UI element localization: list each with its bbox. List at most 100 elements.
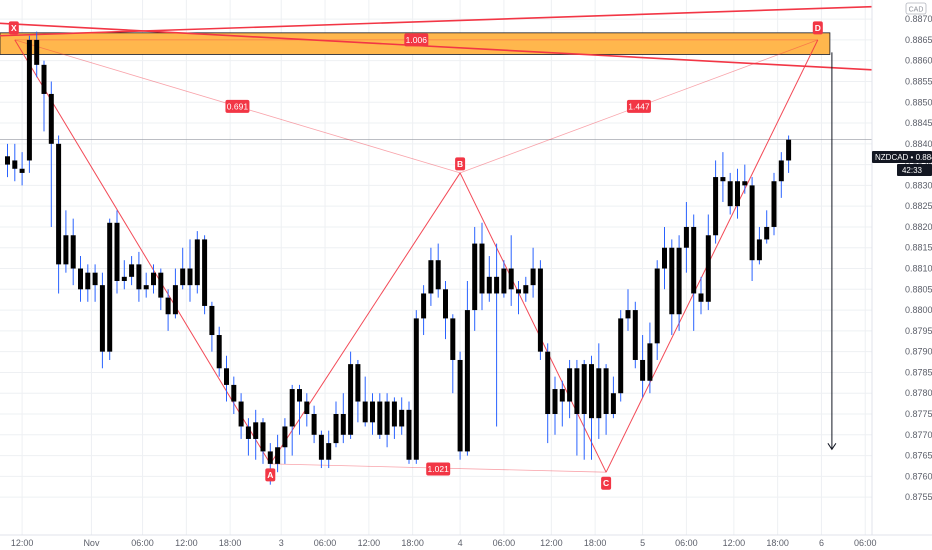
leg-ab (269, 172, 461, 465)
candle-body (494, 276, 500, 294)
candle-body (443, 289, 448, 319)
candle-body (669, 247, 675, 315)
candle-body (304, 401, 310, 415)
candle-body (581, 364, 587, 415)
time-tick-label: 18:00 (584, 538, 607, 548)
candle-body (472, 243, 478, 311)
leg-xa (14, 39, 271, 465)
candle-body (516, 289, 521, 294)
candle-body (56, 143, 62, 265)
candle-body (523, 285, 529, 294)
candle-body (384, 401, 390, 435)
candle-body (720, 177, 726, 182)
candle-body (194, 239, 200, 286)
currency-badge[interactable]: CAD (905, 2, 927, 15)
time-tick-label: 06:00 (854, 538, 877, 548)
candle-body (742, 181, 748, 186)
candle-body (567, 368, 573, 402)
candle-body (202, 239, 208, 306)
price-axis-bg (872, 0, 932, 550)
currency-badge-frame (905, 2, 927, 15)
candle-body (12, 160, 18, 169)
time-tick-label: 18:00 (219, 538, 242, 548)
ratio-bd-label: 1.447 (628, 101, 650, 111)
symbol-price-text: NZDCAD • 0.88410 (875, 153, 932, 162)
time-tick-label: 12:00 (11, 538, 34, 548)
candle-body (552, 389, 558, 415)
time-tick-label: 5 (640, 538, 645, 548)
candle-body (654, 268, 660, 344)
candle-body (78, 268, 83, 290)
candle-body (289, 389, 295, 427)
ratio-ac-label: 1.021 (428, 464, 450, 474)
point-c-label-bg (601, 476, 612, 490)
candle-body (705, 235, 711, 302)
candle-body (245, 426, 251, 439)
candle-body (618, 318, 624, 394)
candle-body (435, 260, 441, 290)
time-tick-label: 3 (279, 538, 284, 548)
projection-arrow[interactable] (827, 52, 837, 451)
time-tick-label: 4 (458, 538, 463, 548)
time-tick-label: 12:00 (723, 538, 746, 548)
candle-body (180, 268, 186, 286)
time-axis[interactable]: 12:00 Nov 06:00 12:00 18:00 3 06:00 12:00 18:00 4… (0, 534, 932, 550)
point-b-label: B (457, 159, 463, 169)
candle-body (107, 222, 113, 352)
candle-body (48, 93, 54, 144)
candle-body (625, 310, 631, 319)
point-x-label: X (11, 23, 17, 33)
candle-body (129, 264, 135, 277)
candle-body (297, 389, 302, 402)
candle-body (559, 389, 565, 402)
candle-body (764, 226, 770, 240)
candle-body (428, 260, 434, 294)
candle-body (771, 181, 777, 227)
ratio-bd-label-bg (626, 99, 651, 113)
candle-body (676, 247, 682, 315)
candle-body (333, 414, 339, 444)
candle-body (778, 160, 784, 182)
time-tick-label: 06:00 (675, 538, 698, 548)
candle-body (735, 181, 740, 207)
time-tick-label: 18:00 (766, 538, 789, 548)
candle-body (34, 39, 40, 65)
candle-body (713, 177, 719, 236)
time-tick-label: 06:00 (493, 538, 516, 548)
candle-body (216, 335, 222, 369)
leg-cd (605, 39, 819, 473)
candle-body (41, 64, 47, 94)
candle-body (172, 285, 178, 315)
candle-body (311, 414, 317, 435)
pattern-labels: X A B C D 0.691 1.021 1.447 1.006 (8, 21, 823, 490)
candle-body (136, 264, 142, 290)
countdown-text: 42:33 (902, 166, 923, 175)
candle-body (640, 359, 646, 381)
ratio-xd-label-bg (404, 33, 429, 47)
candle-body (85, 272, 91, 290)
candle-body (355, 364, 361, 402)
candle-body (508, 268, 514, 290)
candle-body (610, 393, 616, 415)
candle-body (479, 243, 485, 294)
time-tick-label: 12:00 (175, 538, 198, 548)
trend-lines[interactable] (0, 5, 873, 71)
candle-body (399, 409, 405, 427)
time-tick-label: 06:00 (314, 538, 337, 548)
candle-body (370, 401, 375, 423)
point-a-label-bg (265, 468, 276, 482)
symbol-price-badge (872, 151, 932, 163)
candle-body (756, 239, 762, 261)
